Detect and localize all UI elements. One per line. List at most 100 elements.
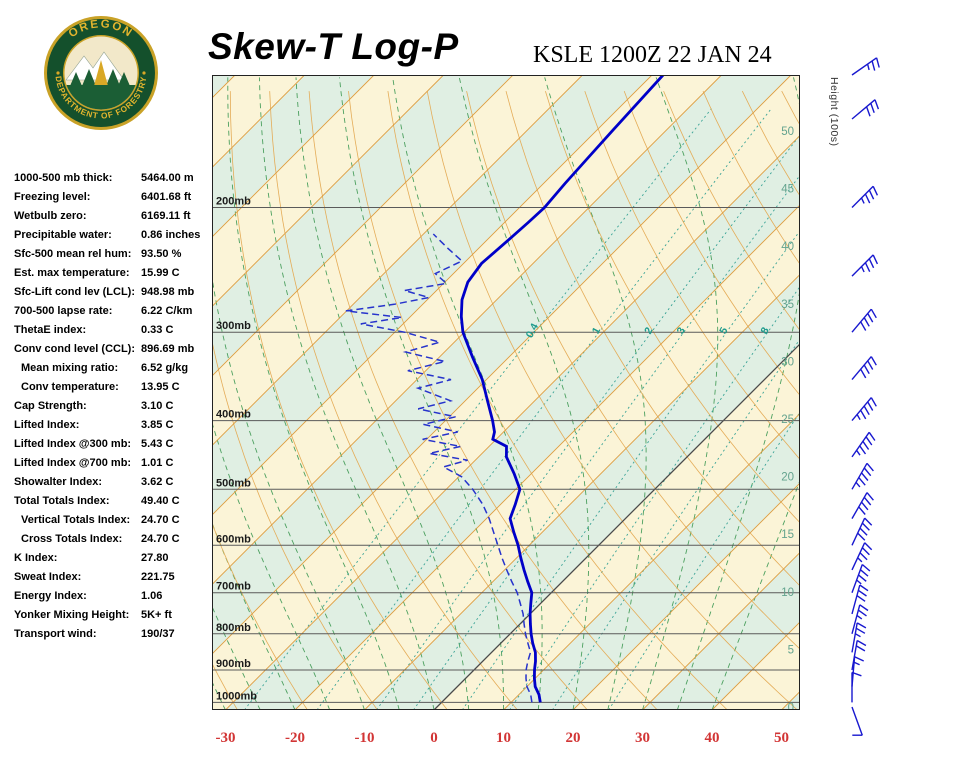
stat-row: Lifted Index @700 mb: 1.01 C bbox=[14, 455, 216, 474]
stat-label: Lifted Index @700 mb: bbox=[14, 457, 132, 469]
temp-axis-label: 20 bbox=[565, 730, 581, 746]
height-axis-label: 20 bbox=[781, 472, 794, 484]
wind-barb bbox=[851, 397, 877, 422]
wind-barb bbox=[851, 431, 876, 458]
stat-label: Vertical Totals Index: bbox=[21, 514, 131, 526]
stat-label: 1000-500 mb thick: bbox=[14, 172, 113, 184]
stat-value: 190/37 bbox=[141, 628, 175, 640]
stat-value: 93.50 % bbox=[141, 248, 182, 260]
height-axis-label: 35 bbox=[781, 299, 794, 311]
stat-row: Cross Totals Index: 24.70 C bbox=[14, 531, 216, 550]
plot-layers bbox=[212, 75, 800, 710]
stat-value: 3.85 C bbox=[141, 419, 174, 431]
stat-label: Lifted Index @300 mb: bbox=[14, 438, 132, 450]
stat-row: Conv cond level (CCL): 896.69 mb bbox=[14, 341, 216, 360]
height-axis-label: 45 bbox=[781, 184, 794, 196]
temperature-trace bbox=[459, 75, 665, 703]
dry-adiabats bbox=[212, 90, 800, 710]
skewt-plot: 200mb 300mb 400mb 500mb 600mb 700mb 800mb 900mb… bbox=[212, 75, 800, 710]
stat-label: Mean mixing ratio: bbox=[21, 362, 119, 374]
stat-label: Cap Strength: bbox=[14, 400, 87, 412]
height-axis-label: 0 bbox=[788, 702, 794, 710]
stat-label: Sweat Index: bbox=[14, 571, 82, 583]
stat-value: 948.98 mb bbox=[141, 286, 195, 298]
stat-row: 1000-500 mb thick: 5464.00 m bbox=[14, 170, 216, 189]
height-axis-label: 50 bbox=[781, 126, 794, 138]
stat-row: 700-500 lapse rate: 6.22 C/km bbox=[14, 303, 216, 322]
stat-value: 0.33 C bbox=[141, 324, 174, 336]
stat-label: K Index: bbox=[14, 552, 58, 564]
wind-barb bbox=[851, 356, 877, 381]
pressure-label: 1000mb bbox=[216, 690, 257, 702]
stat-label: 700-500 lapse rate: bbox=[14, 305, 113, 317]
stat-row: ThetaE index: 0.33 C bbox=[14, 322, 216, 341]
stat-row: Conv temperature: 13.95 C bbox=[14, 379, 216, 398]
height-axis-label: 40 bbox=[781, 241, 794, 253]
pressure-label: 300mb bbox=[216, 320, 251, 332]
stat-row: Total Totals Index: 49.40 C bbox=[14, 493, 216, 512]
stat-label: Showalter Index: bbox=[14, 476, 103, 488]
pressure-label: 200mb bbox=[216, 196, 251, 208]
wind-barb bbox=[851, 99, 880, 120]
temp-axis: -30 -20 -10 0 10 20 30 40 50 bbox=[0, 730, 960, 754]
pressure-label: 600mb bbox=[216, 533, 251, 545]
stat-label: ThetaE index: bbox=[14, 324, 87, 336]
logo-left-dot bbox=[56, 71, 60, 75]
stat-value: 5464.00 m bbox=[141, 172, 194, 184]
stat-label: Wetbulb zero: bbox=[14, 210, 87, 222]
page-title: Skew-T Log-P bbox=[208, 26, 459, 67]
stat-label: Total Totals Index: bbox=[14, 495, 110, 507]
stat-value: 1.01 C bbox=[141, 457, 174, 469]
wind-barb bbox=[851, 57, 880, 76]
wind-barb bbox=[851, 517, 873, 546]
stat-row: Yonker Mixing Height: 5K+ ft bbox=[14, 607, 216, 626]
stat-value: 49.40 C bbox=[141, 495, 180, 507]
stat-row: Freezing level: 6401.68 ft bbox=[14, 189, 216, 208]
mixing-ratio-label: 5 bbox=[717, 325, 730, 336]
logo-gold-tree bbox=[94, 60, 108, 86]
isotherms bbox=[212, 75, 800, 710]
stat-value: 3.10 C bbox=[141, 400, 174, 412]
stat-label: Sfc-500 mean rel hum: bbox=[14, 248, 132, 260]
wind-barb bbox=[851, 185, 879, 208]
stat-label: Yonker Mixing Height: bbox=[14, 609, 130, 621]
temp-axis-label: 10 bbox=[496, 730, 511, 746]
stat-row: Sweat Index: 221.75 bbox=[14, 569, 216, 588]
stat-row: Lifted Index @300 mb: 5.43 C bbox=[14, 436, 216, 455]
wind-barb bbox=[851, 254, 879, 277]
height-axis-label: 5 bbox=[788, 644, 794, 656]
stat-label: Conv temperature: bbox=[21, 381, 119, 393]
pressure-lines bbox=[212, 207, 800, 703]
height-axis-label: 10 bbox=[781, 587, 794, 599]
stat-label: Est. max temperature: bbox=[14, 267, 130, 279]
stat-row: K Index: 27.80 bbox=[14, 550, 216, 569]
stat-row: Transport wind: 190/37 bbox=[14, 626, 216, 645]
dewpoint-trace bbox=[345, 233, 533, 703]
height-axis-label: 25 bbox=[781, 414, 794, 426]
stat-row: Sfc-Lift cond lev (LCL): 948.98 mb bbox=[14, 284, 216, 303]
stat-row: Cap Strength: 3.10 C bbox=[14, 398, 216, 417]
stat-value: 6.22 C/km bbox=[141, 305, 193, 317]
logo-trees bbox=[70, 69, 130, 86]
stats-panel: 1000-500 mb thick: 5464.00 m Freezing leve… bbox=[14, 170, 216, 645]
pressure-label: 900mb bbox=[216, 658, 251, 670]
wind-barb bbox=[851, 584, 869, 615]
stat-value: 0.86 inches bbox=[141, 229, 201, 241]
temp-axis-label: -30 bbox=[215, 730, 236, 746]
mixing-ratio-label: 2 bbox=[642, 325, 655, 336]
stat-value: 13.95 C bbox=[141, 381, 180, 393]
wind-barb bbox=[851, 656, 864, 687]
stat-value: 6401.68 ft bbox=[141, 191, 192, 203]
stat-row: Precipitable water: 0.86 inches bbox=[14, 227, 216, 246]
logo-right-dot bbox=[142, 71, 146, 75]
stat-value: 5K+ ft bbox=[141, 609, 172, 621]
stat-value: 1.06 bbox=[141, 590, 163, 602]
temp-axis-label: 50 bbox=[774, 730, 789, 746]
stat-label: Conv cond level (CCL): bbox=[14, 343, 136, 355]
stat-row: Vertical Totals Index: 24.70 C bbox=[14, 512, 216, 531]
station-label: KSLE 1200Z 22 JAN 24 bbox=[533, 42, 772, 68]
pressure-label: 800mb bbox=[216, 622, 251, 634]
stat-row: Wetbulb zero: 6169.11 ft bbox=[14, 208, 216, 227]
stat-row: Mean mixing ratio: 6.52 g/kg bbox=[14, 360, 216, 379]
